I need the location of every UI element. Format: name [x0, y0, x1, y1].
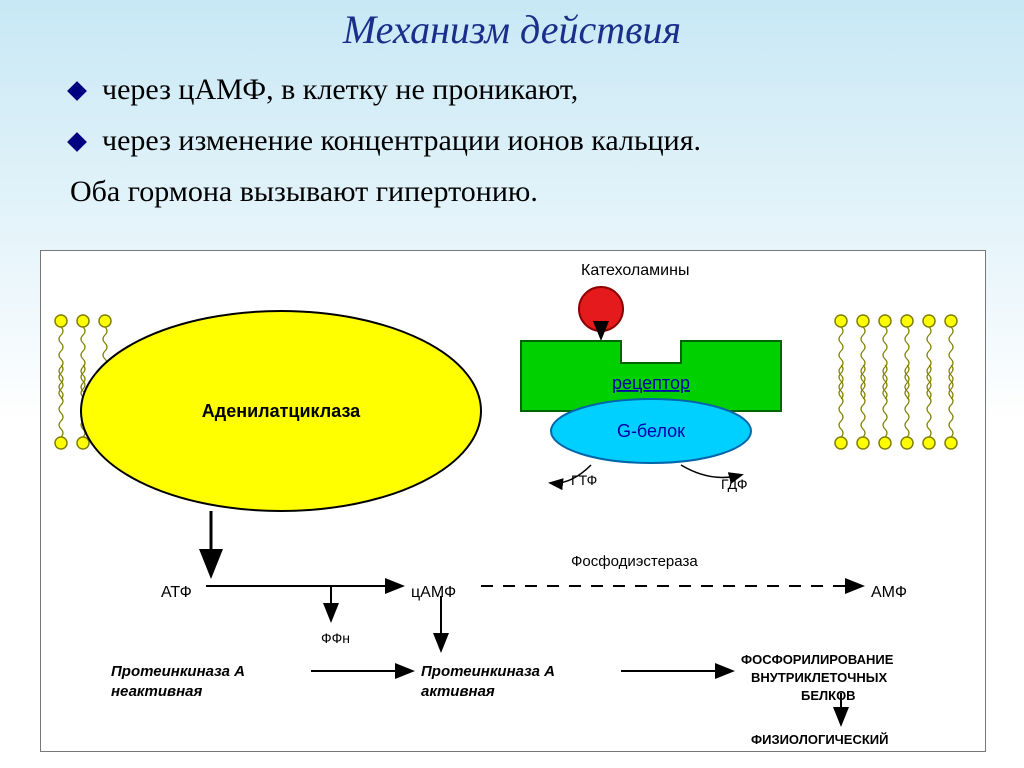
- svg-text:Протеинкиназа А: Протеинкиназа А: [111, 663, 245, 680]
- svg-text:ФИЗИОЛОГИЧЕСКИЙ: ФИЗИОЛОГИЧЕСКИЙ: [751, 732, 888, 747]
- slide-title: Механизм действия: [0, 6, 1024, 53]
- svg-text:активная: активная: [421, 683, 495, 700]
- bullet-list: через цАМФ, в клетку не проникают, через…: [70, 70, 701, 211]
- svg-text:рецептор: рецептор: [612, 373, 690, 393]
- svg-text:ОТВЕТ: ОТВЕТ: [811, 748, 855, 751]
- bullet-item-2: через изменение концентрации ионов кальц…: [70, 121, 701, 160]
- svg-text:Протеинкиназа А: Протеинкиназа А: [421, 663, 555, 680]
- svg-text:ФОСФОРИЛИРОВАНИЕ: ФОСФОРИЛИРОВАНИЕ: [741, 652, 894, 667]
- diamond-icon: [67, 132, 87, 152]
- svg-text:БЕЛКОВ: БЕЛКОВ: [801, 688, 856, 703]
- svg-text:цАМФ: цАМФ: [411, 584, 456, 601]
- svg-text:ГТФ: ГТФ: [571, 472, 597, 488]
- svg-text:ГДФ: ГДФ: [721, 476, 747, 492]
- svg-text:АМФ: АМФ: [871, 584, 907, 601]
- diagram-panel: Катехоламины рецептор G-белок Аденилатцикла…: [40, 250, 986, 752]
- svg-text:Фосфодиэстераза: Фосфодиэстераза: [571, 553, 698, 570]
- slide: Механизм действия через цАМФ, в клетку н…: [0, 0, 1024, 768]
- svg-text:ВНУТРИКЛЕТОЧНЫХ: ВНУТРИКЛЕТОЧНЫХ: [751, 670, 888, 685]
- diagram-svg: Катехоламины рецептор G-белок Аденилатцикла…: [41, 251, 985, 751]
- svg-text:АТФ: АТФ: [161, 584, 192, 601]
- svg-text:G-белок: G-белок: [617, 421, 685, 441]
- svg-text:Аденилатциклаза: Аденилатциклаза: [202, 401, 361, 421]
- bullet-item-1: через цАМФ, в клетку не проникают,: [70, 70, 701, 109]
- diamond-icon: [67, 81, 87, 101]
- bullet-text-2: через изменение концентрации ионов кальц…: [102, 121, 701, 160]
- bullet-text-1: через цАМФ, в клетку не проникают,: [102, 70, 578, 109]
- svg-text:ФФн: ФФн: [321, 630, 350, 646]
- svg-text:неактивная: неактивная: [111, 683, 202, 700]
- title-text: Механизм действия: [343, 7, 681, 52]
- footer-text: Оба гормона вызывают гипертонию.: [70, 172, 701, 211]
- svg-text:Катехоламины: Катехоламины: [581, 262, 689, 279]
